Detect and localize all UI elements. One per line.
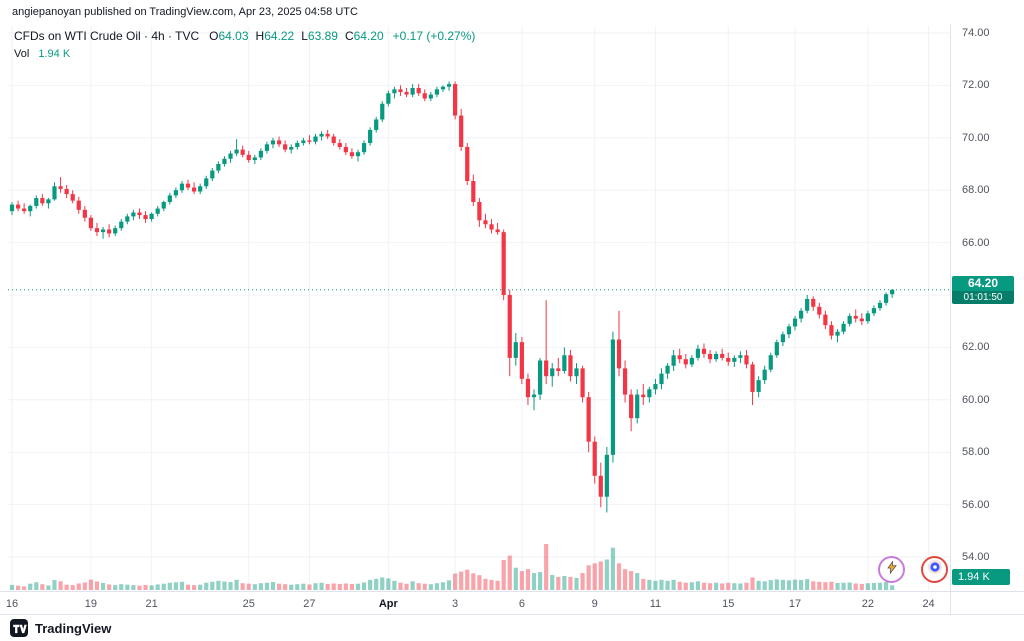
price-tick: 74.00 [962,27,990,39]
grid-layer [8,26,950,590]
price-tick: 56.00 [962,498,990,511]
legend-row-volume: Vol 1.94 K [14,48,475,60]
price-tick: 70.00 [962,131,990,144]
time-tick: 27 [303,598,316,610]
price-tick: 66.00 [962,236,990,249]
attribution-bar: angiepanoyan published on TradingView.co… [12,6,358,18]
symbol-legend: CFDs on WTI Crude Oil · 4h · TVC O64.03 … [14,29,475,60]
price-tick: 60.00 [962,393,990,406]
tradingview-logo-icon[interactable] [10,619,28,637]
time-tick: 11 [649,598,662,610]
time-tick: 19 [84,598,98,610]
footer-bar: TradingView [0,615,1024,641]
ohlc-low: L63.89 [301,29,338,43]
volume-value: 1.94 K [38,48,71,60]
price-tick: 72.00 [962,79,990,92]
tradingview-wordmark[interactable]: TradingView [35,620,112,636]
time-tick: 6 [518,598,525,610]
price-tick: 68.00 [962,184,990,197]
time-tick: 9 [591,598,598,610]
time-tick: 25 [242,598,255,610]
ohlc-open: O64.03 [209,29,249,43]
attribution-text: angiepanoyan published on TradingView.co… [12,6,358,18]
time-tick: 24 [922,598,935,610]
ohlc-close: C64.20 [344,29,384,43]
candles-layer [9,81,895,513]
ohlc-high: H64.22 [255,29,295,43]
time-tick: 15 [722,598,735,610]
last-price-value: 64.20 [967,275,999,290]
volume-axis-label: 1.94 K [952,569,1010,585]
legend-row-ohlc: CFDs on WTI Crude Oil · 4h · TVC O64.03 … [14,29,475,43]
bar-countdown: 01:01:50 [952,290,1014,304]
symbol-title[interactable]: CFDs on WTI Crude Oil · 4h · TVC [14,29,200,43]
price-tick: 54.00 [962,551,990,563]
volume-layer [9,544,895,590]
price-change: +0.17 (+0.27%) [392,29,476,43]
lightning-icon [885,560,899,580]
emoji-reaction-button[interactable] [921,556,948,583]
last-price-label: 64.20 01:01:50 [952,275,1014,304]
time-tick: Apr [378,598,398,610]
time-tick: 21 [145,598,158,610]
time-tick: 16 [5,598,19,610]
time-tick: 3 [452,598,459,610]
time-tick: 22 [861,598,874,610]
price-tick: 62.00 [962,341,990,354]
price-tick: 58.00 [962,446,990,459]
boost-reaction-button[interactable] [878,556,905,583]
volume-label: Vol [14,48,30,60]
target-icon [927,559,943,580]
time-tick: 17 [788,598,802,610]
